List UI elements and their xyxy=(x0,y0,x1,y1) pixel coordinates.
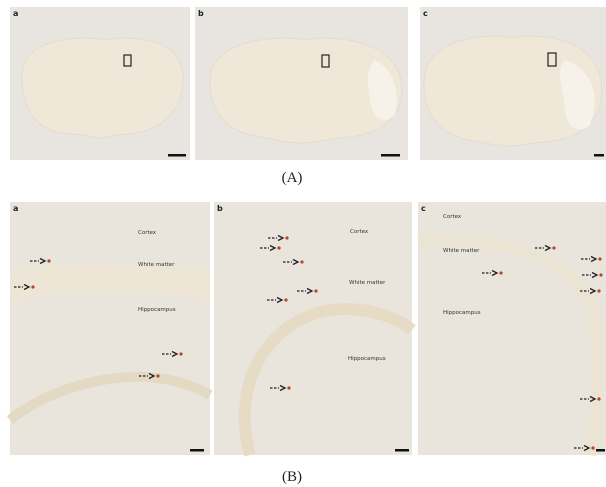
panel-label: a xyxy=(13,9,18,18)
caption: (B) xyxy=(282,469,302,485)
region-label: White matter xyxy=(443,248,480,254)
panel-label: b xyxy=(217,204,223,213)
region-label: White matter xyxy=(349,280,386,286)
region-label: Cortex xyxy=(138,230,157,236)
bottom-panel: b Cortex White matter Hippocampus xyxy=(214,202,412,455)
top-panel: a xyxy=(10,7,190,160)
top-panel: c xyxy=(420,7,606,160)
region-label: Hippocampus xyxy=(138,307,176,313)
bottom-panel: a Cortex White matter Hippocampus xyxy=(10,202,210,455)
region-label: Cortex xyxy=(350,229,369,235)
region-label: White matter xyxy=(138,262,175,268)
panel-label: b xyxy=(198,9,204,18)
region-label: Hippocampus xyxy=(348,356,386,362)
panel-label: c xyxy=(423,9,428,18)
figure: a b c (A) a Cortex White matter Hippocam… xyxy=(0,0,606,487)
region-label: Hippocampus xyxy=(443,310,481,316)
bottom-panel: c Cortex White matter Hippocampus xyxy=(418,202,606,455)
top-panel: b xyxy=(195,7,408,160)
panel-label: a xyxy=(13,204,18,213)
panel-label: c xyxy=(421,204,426,213)
caption: (A) xyxy=(282,170,303,186)
region-label: Cortex xyxy=(443,214,462,220)
